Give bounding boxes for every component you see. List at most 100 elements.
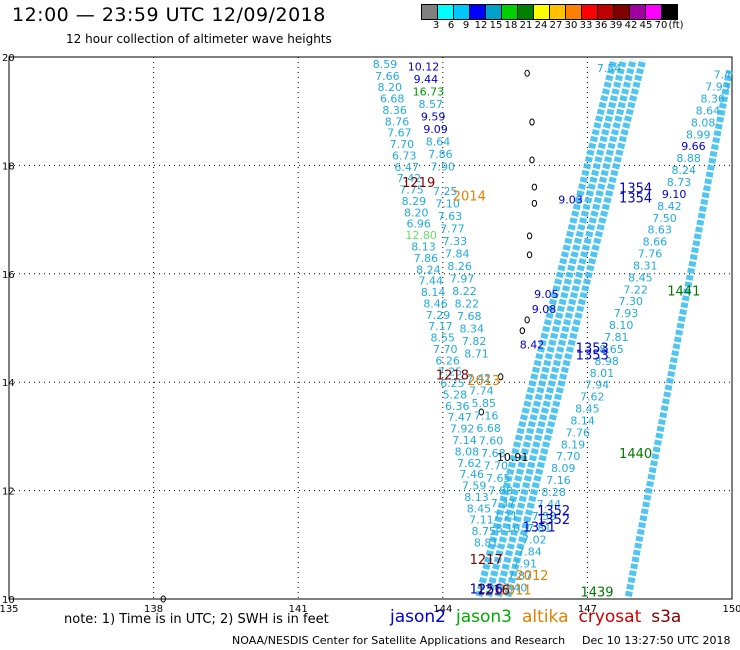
- swh-value: 8.08: [455, 445, 480, 458]
- lon-tick-label: 141: [289, 604, 308, 615]
- swh-value: 7.76: [566, 426, 591, 439]
- swh-value: 7.90: [431, 160, 456, 173]
- island-outline: [531, 183, 538, 191]
- island-outline: [531, 199, 538, 207]
- swh-value: 7.63: [438, 210, 463, 223]
- swh-value: 7.11: [469, 514, 494, 527]
- swh-value: 7.59: [462, 480, 487, 493]
- lat-tick-label: 18: [2, 161, 15, 172]
- swh-value: 8.24: [672, 164, 697, 177]
- swh-value: 7.81: [527, 522, 552, 535]
- scale-label: 30: [564, 20, 578, 31]
- swh-value: 7.67: [387, 127, 412, 140]
- island-outline: [529, 118, 535, 126]
- swh-value: 7.22: [623, 283, 648, 296]
- lon-tick-label: 135: [0, 604, 19, 615]
- pass-time-label: 1353: [576, 348, 609, 363]
- swh-value: 9.44: [414, 73, 439, 86]
- scale-label: 18: [504, 20, 518, 31]
- scale-label: 21: [519, 20, 533, 31]
- lon-tick-label: 138: [144, 604, 163, 615]
- swh-value: 7.42: [397, 172, 422, 185]
- pass-time-label: 1352: [537, 513, 570, 528]
- swh-value: 9.66: [681, 140, 706, 153]
- swh-value: 8.13: [464, 491, 489, 504]
- swh-value: 7.68: [457, 310, 482, 323]
- swh-value: 8.26: [447, 260, 472, 273]
- swh-value: 7.70: [556, 450, 581, 463]
- island-outline: [497, 373, 504, 381]
- island-outline: [529, 156, 535, 164]
- swh-value: 7.97: [450, 272, 475, 285]
- scale-label: 6: [447, 20, 455, 31]
- swh-value: 7.25: [438, 366, 463, 379]
- swh-value: 8.22: [452, 285, 477, 298]
- island-outline: [160, 595, 166, 603]
- swh-value: 7.46: [459, 468, 484, 481]
- swh-value: 10.91: [497, 451, 529, 464]
- scale-label: 12: [474, 20, 488, 31]
- altimeter-track: [475, 58, 618, 598]
- swh-value: 9.03: [558, 193, 583, 206]
- scale-label: 42: [624, 20, 638, 31]
- pass-time-label: 1219: [402, 176, 435, 191]
- swh-value: 8.42: [657, 200, 682, 213]
- swh-value: 7.10: [435, 198, 460, 211]
- legend-item-altika: altika: [522, 607, 569, 627]
- swh-value: 7.74: [469, 385, 494, 398]
- swh-value: 8.64: [426, 135, 451, 148]
- swh-value: 7.60: [479, 435, 504, 448]
- lat-tick-label: 14: [2, 378, 15, 389]
- swh-value: 8.31: [633, 259, 658, 272]
- swh-value: 7.93: [614, 307, 639, 320]
- island-outline: [526, 251, 533, 259]
- swh-value: 7.40: [503, 581, 528, 594]
- page-title: 12:00 — 23:59 UTC 12/09/2018: [12, 4, 326, 26]
- pass-time-label: 2012: [515, 569, 548, 584]
- swh-value: 7.94: [585, 379, 610, 392]
- swh-value: 9.59: [421, 110, 446, 123]
- legend-item-jason3: jason3: [456, 607, 512, 627]
- color-scale: [421, 4, 678, 20]
- swh-value: 7.84: [517, 546, 542, 559]
- swh-value: 8.45: [628, 271, 653, 284]
- swh-value: 7.44: [419, 275, 444, 288]
- swh-value: 8.81: [474, 536, 499, 549]
- swh-value: 7.25: [433, 185, 458, 198]
- swh-value: 6.68: [476, 422, 501, 435]
- swh-value: 7.30: [619, 295, 644, 308]
- swh-value: 7.88: [488, 484, 513, 497]
- swh-value: 7.93: [705, 81, 730, 94]
- lon-tick-label: 147: [578, 604, 597, 615]
- swh-value: 7.81: [604, 331, 629, 344]
- scale-label: 39: [609, 20, 623, 31]
- swh-value: 9.09: [423, 123, 448, 136]
- swh-value: 8.45: [575, 403, 600, 416]
- swh-value: 8.10: [609, 319, 634, 332]
- pass-time-label: 1256: [470, 583, 503, 598]
- pass-time-label: 1216: [477, 584, 510, 599]
- swh-value: 7.54: [597, 62, 622, 75]
- swh-value: 8.59: [373, 58, 398, 71]
- swh-value: 7.87: [508, 569, 533, 582]
- swh-value: 6.26: [435, 354, 460, 367]
- swh-value: 8.28: [541, 486, 566, 499]
- lon-tick-label: 144: [433, 604, 452, 615]
- lat-tick-label: 10: [2, 595, 15, 606]
- swh-value: 7.62: [580, 391, 605, 404]
- swh-value: 8.88: [676, 152, 701, 165]
- pass-time-label: 1218: [436, 368, 469, 383]
- scale-label: 3: [432, 20, 440, 31]
- map-frame: [8, 56, 733, 600]
- pass-time-label: 2013: [467, 374, 500, 389]
- swh-value: 8.71: [464, 347, 489, 360]
- swh-value: 7.86: [414, 252, 439, 265]
- lat-tick-label: 16: [2, 270, 15, 281]
- legend-item-s3a: s3a: [651, 607, 682, 627]
- pass-time-label: 1354: [619, 182, 652, 197]
- swh-value: 7.17: [428, 320, 453, 333]
- swh-value: 7.16: [546, 474, 571, 487]
- swh-value: 7.02: [522, 534, 547, 547]
- swh-value: 8.73: [667, 176, 692, 189]
- swh-value: 8.14: [421, 286, 446, 299]
